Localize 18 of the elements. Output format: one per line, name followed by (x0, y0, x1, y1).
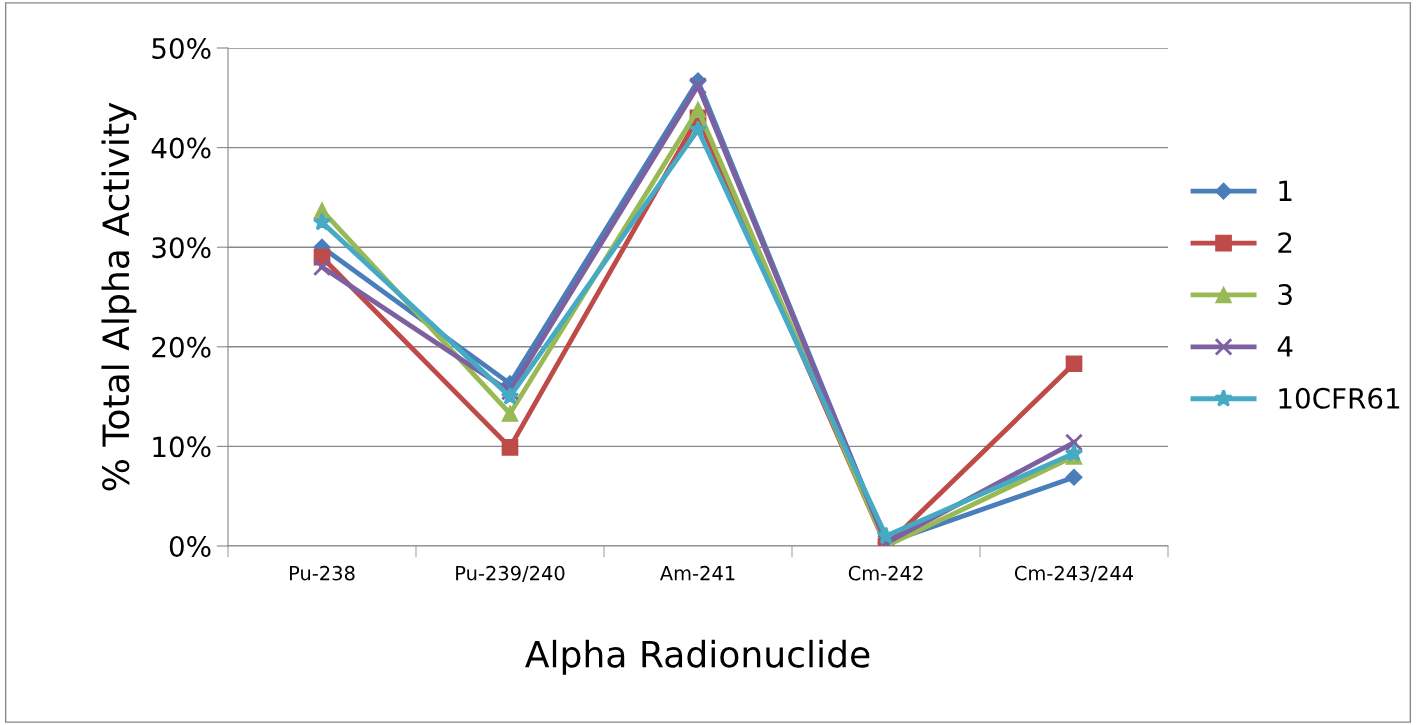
x-axis-title: Alpha Radionuclide (525, 639, 870, 675)
legend-label: 10CFR61 (1279, 387, 1400, 409)
x-tick-label: Pu-238 (289, 565, 355, 581)
x-tick-label: Cm-243/244 (1014, 565, 1134, 583)
x-tick-label: Pu-239/240 (456, 565, 565, 583)
legend-label: 4 (1277, 336, 1293, 357)
legend-label: 1 (1279, 180, 1292, 201)
y-axis-title: % Total Alpha Activity (101, 102, 137, 491)
y-tick-label: 10% (153, 436, 211, 458)
legend-label: 3 (1278, 284, 1292, 306)
legend-label: 2 (1278, 232, 1292, 253)
y-tick-label: 50% (152, 37, 211, 59)
x-tick-label: Am-241 (659, 565, 735, 581)
y-tick-label: 30% (152, 237, 211, 259)
y-tick-label: 20% (152, 336, 211, 358)
y-tick-label: 0% (169, 535, 211, 557)
x-tick-label: Cm-242 (848, 565, 923, 581)
y-tick-label: 40% (151, 137, 211, 159)
